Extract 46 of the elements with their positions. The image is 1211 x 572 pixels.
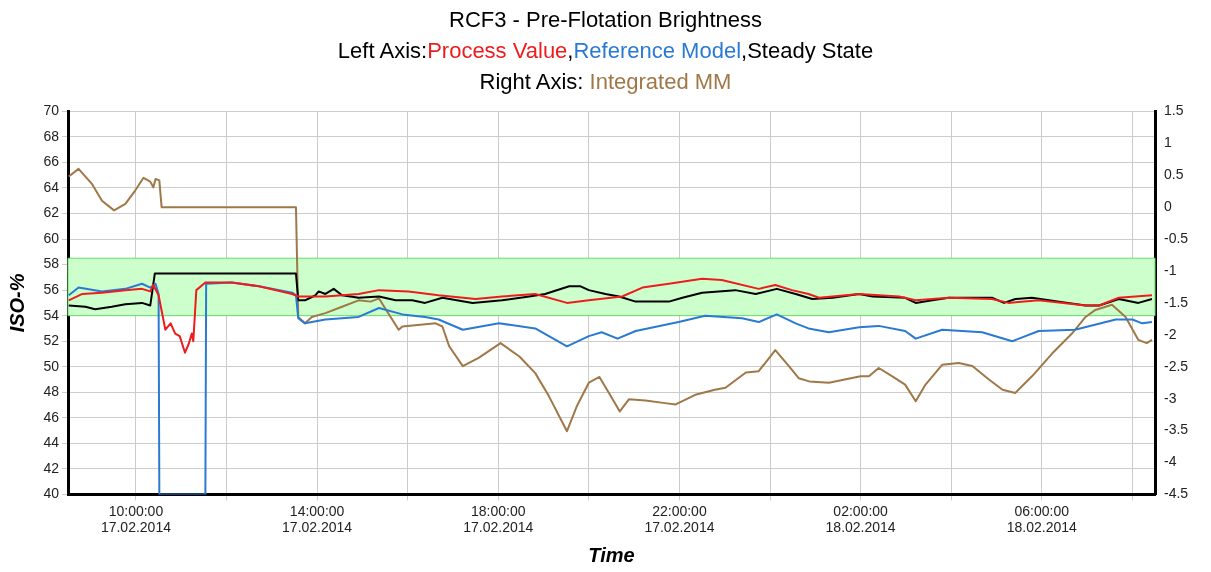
text: Process Value [427,38,568,63]
x-tick-label: 10:00:00 17.02.2014 [100,502,172,536]
y2-tick-label: 1.5 [1164,102,1184,119]
y-tick-label: 48 [43,383,60,400]
y-tick-label: 46 [43,408,60,425]
y2-tick-label: -4 [1164,453,1177,470]
x-axis-title: Time [588,543,635,566]
y2-tick-label: -3 [1164,389,1177,406]
y-tick-label: 68 [43,127,60,144]
x-tick-label: 06:00:00 18.02.2014 [1006,502,1078,536]
text: , [741,38,748,63]
y-tick-label: 44 [43,434,60,451]
chart-title: RCF3 - Pre-Flotation Brightness [448,6,763,34]
x-tick-label: 18:00:00 17.02.2014 [463,502,534,536]
y-tick-label: 50 [43,357,60,374]
y2-tick-label: 1 [1164,134,1172,151]
y-tick-label: 66 [43,153,60,170]
text: Reference Model [573,38,742,63]
text: , [567,38,574,63]
y-tick-label: 42 [43,459,60,476]
y2-tick-label: -1 [1164,261,1177,278]
text: Right Axis: [479,69,585,94]
text: Left Axis: [337,38,428,63]
y2-tick-label: -2.5 [1164,357,1189,374]
x-tick-label: 22:00:00 17.02.2014 [644,502,715,536]
y-tick-label: 54 [43,306,60,323]
y-tick-label: 70 [43,102,60,119]
y-tick-label: 58 [43,255,60,272]
y-tick-label: 56 [43,280,60,297]
y2-tick-label: -1.5 [1164,293,1189,310]
y-tick-label: 52 [43,332,60,349]
y2-tick-label: 0 [1164,198,1172,215]
x-tick-label: 14:00:00 17.02.2014 [282,502,353,536]
text: Integrated MM [589,69,732,94]
y2-tick-label: -2 [1164,325,1177,342]
text: Steady State [747,38,874,63]
y-tick-label: 62 [43,204,60,221]
x-tick-label: 02:00:00 18.02.2014 [825,502,896,536]
y2-tick-label: -4.5 [1164,485,1189,502]
y-tick-label: 64 [43,178,60,195]
y-tick-label: 60 [43,229,60,246]
y-axis-title: ISO-% [5,273,28,333]
y-tick-label: 40 [43,485,60,502]
y2-tick-label: -3.5 [1164,421,1189,438]
y2-tick-label: -0.5 [1164,229,1189,246]
y2-tick-label: 0.5 [1164,166,1184,183]
